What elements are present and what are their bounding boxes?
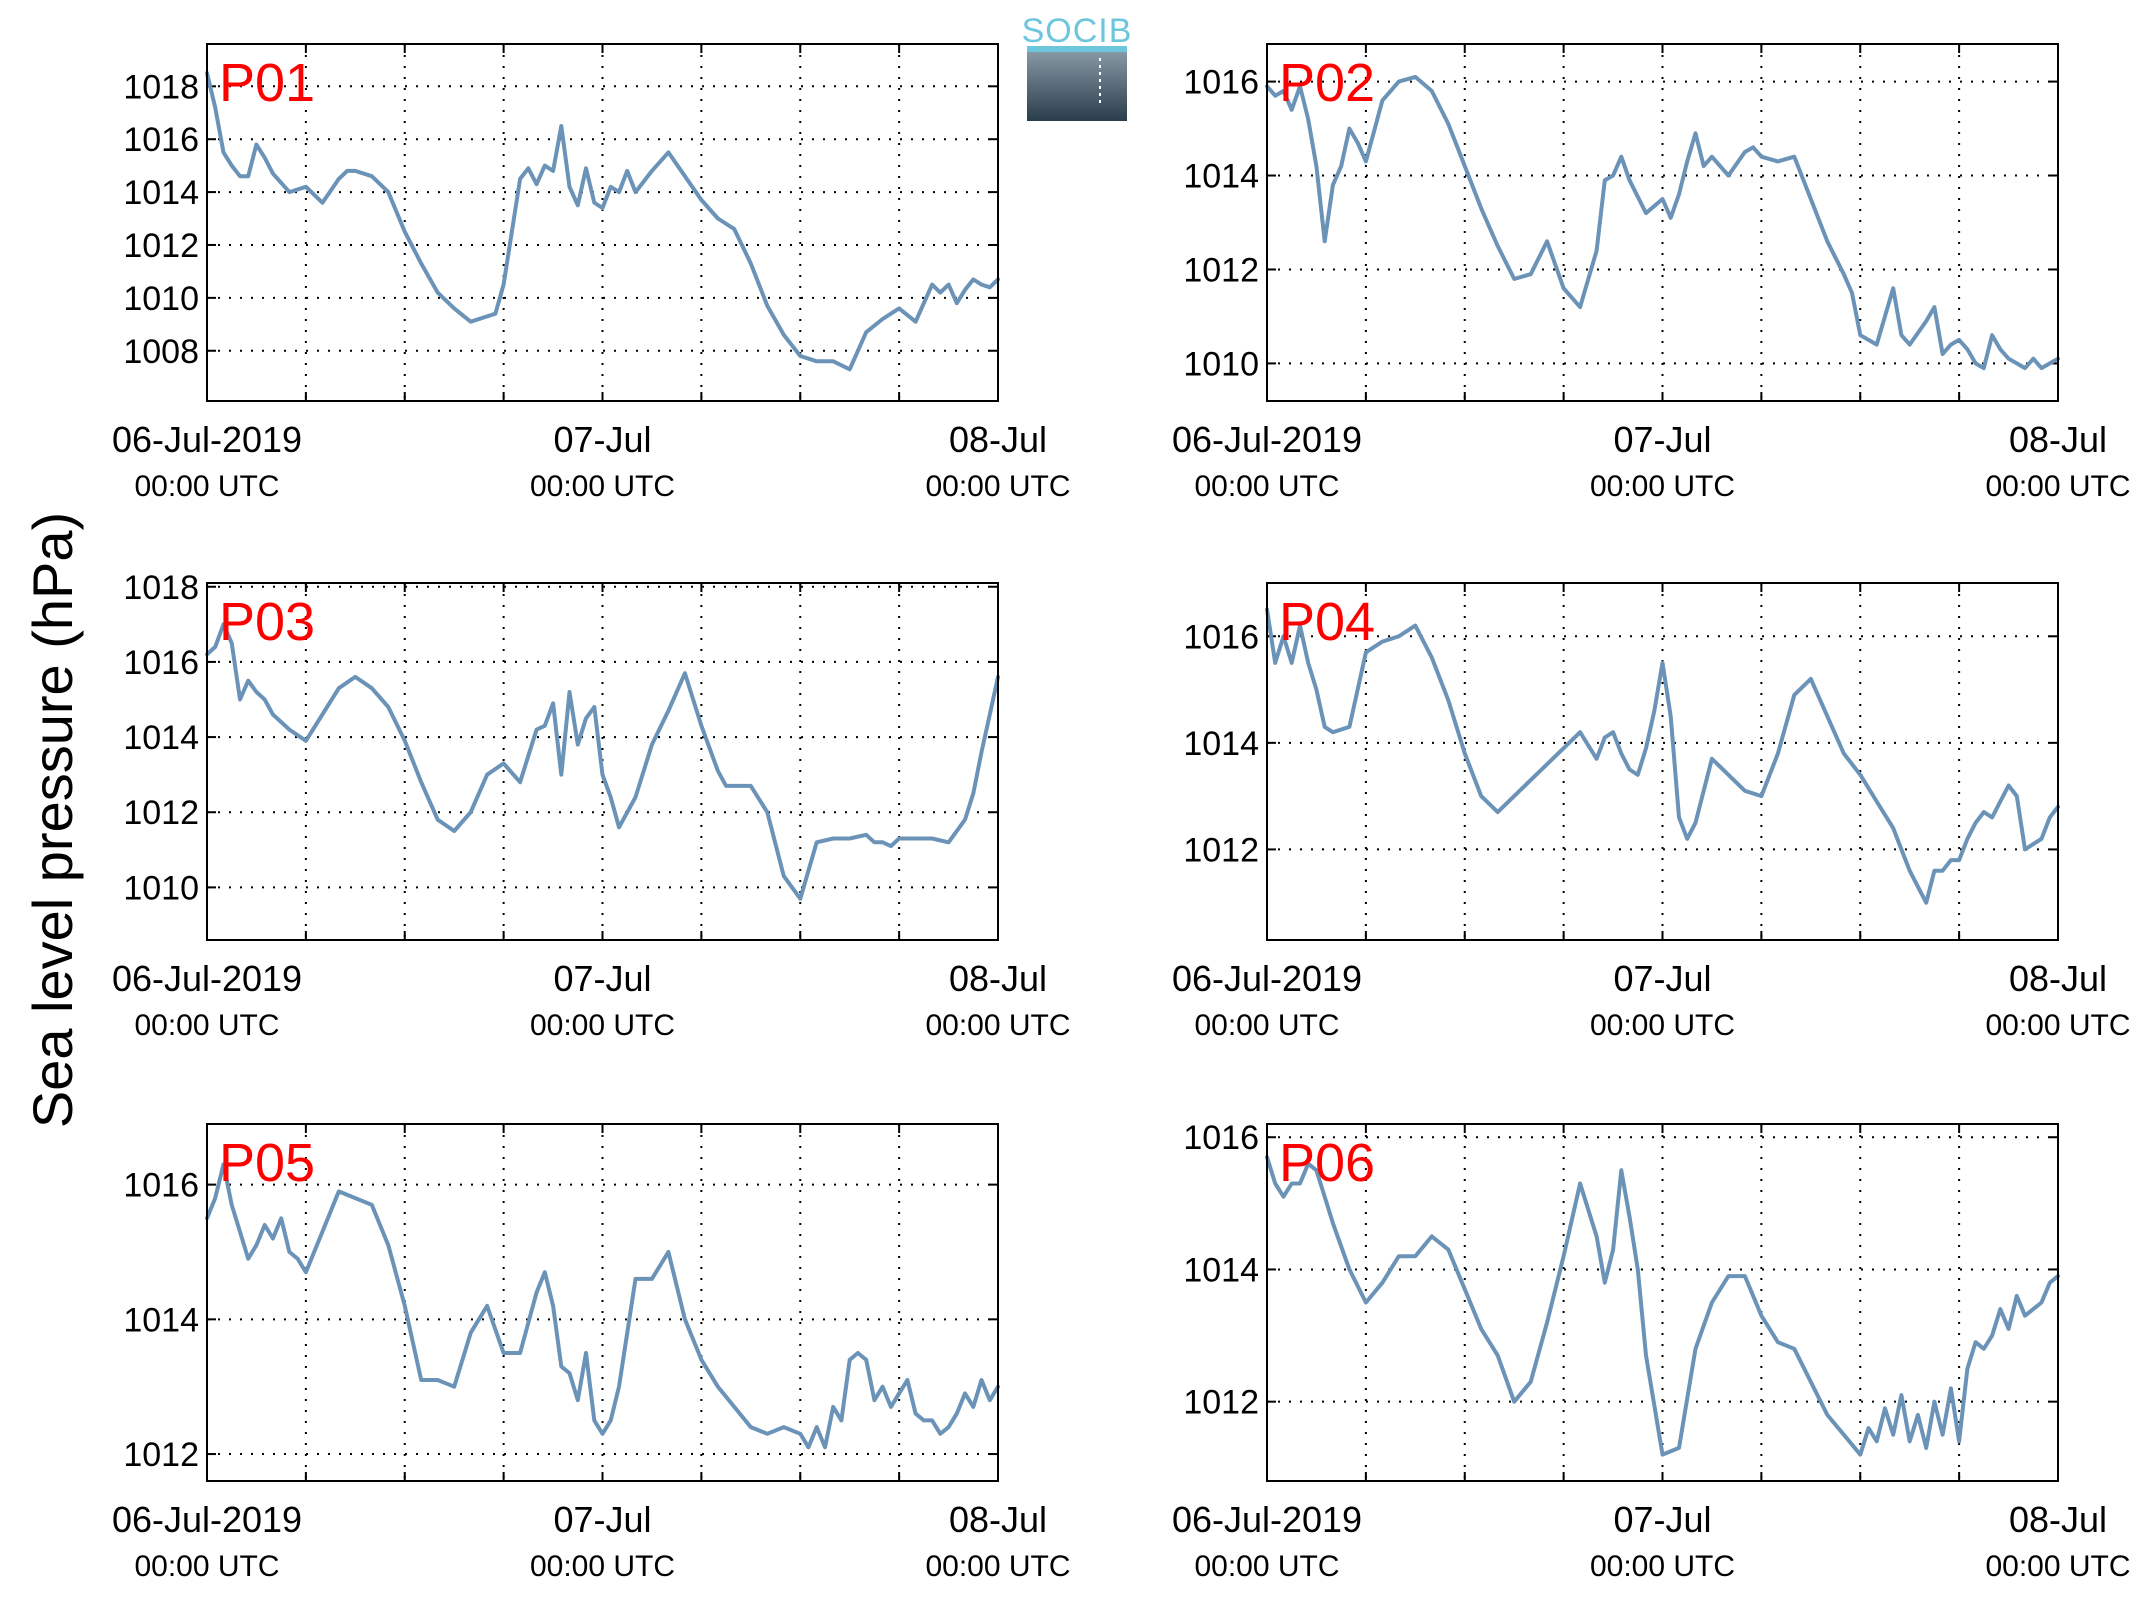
y-tick-label: 1012 [1183, 1384, 1259, 1422]
y-tick-label: 1014 [123, 719, 199, 757]
panel-title: P02 [1279, 53, 1375, 113]
y-tick-label: 1008 [123, 333, 199, 371]
y-tick-label: 1010 [123, 280, 199, 318]
panel-p06: 1012 1014 1016 06-Jul-2019 00:00 UTC 07-Jul 00… [1172, 1119, 2131, 1583]
plot-frame [1266, 582, 2059, 941]
socib-logo: SOCIB [1022, 12, 1133, 121]
panel-title: P04 [1279, 592, 1375, 652]
x-tick-sublabel: 00:00 UTC [1985, 470, 2130, 503]
x-tick-sublabel: 00:00 UTC [134, 1550, 279, 1583]
x-tick-sublabel: 00:00 UTC [1590, 1550, 1735, 1583]
logo-text: SOCIB [1022, 12, 1133, 50]
x-tick-sublabel: 00:00 UTC [134, 470, 279, 503]
x-tick-label: 06-Jul-2019 [1172, 1499, 1362, 1540]
plot-frame [1266, 43, 2059, 402]
y-tick-label: 1016 [1183, 64, 1259, 102]
y-tick-label: 1016 [1183, 618, 1259, 656]
y-tick-label: 1010 [123, 869, 199, 907]
y-tick-label: 1018 [123, 68, 199, 106]
plot-frame [1266, 1123, 2059, 1482]
panel-title: P05 [219, 1133, 315, 1193]
y-tick-label: 1014 [123, 1301, 199, 1339]
x-tick-label: 08-Jul [2009, 419, 2107, 460]
logo-sea-band [1027, 46, 1127, 52]
y-tick-label: 1016 [1183, 1119, 1259, 1157]
x-tick-label: 08-Jul [949, 1499, 1047, 1540]
y-tick-label: 1018 [123, 569, 199, 607]
panel-p05: 1012 1014 1016 06-Jul-2019 00:00 UTC 07-Jul 00… [112, 1123, 1071, 1583]
x-tick-label: 06-Jul-2019 [112, 958, 302, 999]
x-tick-sublabel: 00:00 UTC [1590, 1009, 1735, 1042]
x-tick-label: 08-Jul [949, 419, 1047, 460]
x-tick-label: 06-Jul-2019 [112, 419, 302, 460]
panel-p03: 1010 1012 1014 1016 1018 06-Jul-2019 00:00 UTC… [112, 569, 1071, 1042]
x-tick-sublabel: 00:00 UTC [530, 1009, 675, 1042]
y-tick-label: 1012 [1183, 251, 1259, 289]
y-tick-label: 1014 [1183, 158, 1259, 196]
x-tick-label: 08-Jul [2009, 958, 2107, 999]
x-tick-sublabel: 00:00 UTC [134, 1009, 279, 1042]
y-tick-label: 1016 [123, 1167, 199, 1205]
x-tick-sublabel: 00:00 UTC [1194, 1550, 1339, 1583]
plot-frame [206, 1123, 999, 1482]
x-tick-label: 07-Jul [1613, 419, 1711, 460]
series-line [1265, 607, 2060, 905]
x-tick-label: 08-Jul [949, 958, 1047, 999]
y-tick-label: 1012 [123, 227, 199, 265]
logo-wave-block [1027, 46, 1127, 121]
y-tick-label: 1016 [123, 121, 199, 159]
x-tick-label: 07-Jul [1613, 958, 1711, 999]
y-tick-label: 1016 [123, 644, 199, 682]
series-line [205, 1162, 1000, 1450]
x-tick-label: 07-Jul [553, 1499, 651, 1540]
panel-title: P03 [219, 592, 315, 652]
x-tick-label: 07-Jul [1613, 1499, 1711, 1540]
y-tick-label: 1012 [1183, 831, 1259, 869]
x-tick-label: 07-Jul [553, 419, 651, 460]
x-tick-sublabel: 00:00 UTC [1194, 470, 1339, 503]
x-tick-label: 06-Jul-2019 [1172, 958, 1362, 999]
x-tick-label: 07-Jul [553, 958, 651, 999]
y-tick-label: 1012 [123, 1436, 199, 1474]
series-line [1265, 74, 2060, 371]
series-line [205, 622, 1000, 901]
panel-title: P01 [219, 53, 315, 113]
y-tick-label: 1010 [1183, 345, 1259, 383]
panel-title: P06 [1279, 1133, 1375, 1193]
y-tick-label: 1014 [1183, 725, 1259, 763]
panels: 1008 1010 1012 1014 1016 1018 06-Jul-2019 00:00… [112, 43, 2131, 1583]
y-tick-label: 1012 [123, 794, 199, 832]
series-line [1265, 1155, 2060, 1457]
x-tick-label: 06-Jul-2019 [112, 1499, 302, 1540]
x-tick-label: 06-Jul-2019 [1172, 419, 1362, 460]
x-tick-sublabel: 00:00 UTC [925, 1009, 1070, 1042]
x-tick-sublabel: 00:00 UTC [530, 1550, 675, 1583]
series-line [205, 71, 1000, 372]
y-tick-label: 1014 [123, 174, 199, 212]
x-tick-label: 08-Jul [2009, 1499, 2107, 1540]
plot-frame [206, 582, 999, 941]
x-tick-sublabel: 00:00 UTC [1985, 1550, 2130, 1583]
panel-p02: 1010 1012 1014 1016 06-Jul-2019 00:00 UTC 07-J… [1172, 43, 2131, 503]
panel-p01: 1008 1010 1012 1014 1016 1018 06-Jul-2019 00:00… [112, 43, 1071, 503]
x-tick-sublabel: 00:00 UTC [1194, 1009, 1339, 1042]
y-axis-label: Sea level pressure (hPa) [21, 512, 84, 1128]
x-tick-sublabel: 00:00 UTC [530, 470, 675, 503]
x-tick-sublabel: 00:00 UTC [925, 470, 1070, 503]
plot-frame [206, 43, 999, 402]
x-tick-sublabel: 00:00 UTC [925, 1550, 1070, 1583]
x-tick-sublabel: 00:00 UTC [1590, 470, 1735, 503]
panel-p04: 1012 1014 1016 06-Jul-2019 00:00 UTC 07-Jul 00… [1172, 582, 2131, 1042]
y-tick-label: 1014 [1183, 1251, 1259, 1289]
x-tick-sublabel: 00:00 UTC [1985, 1009, 2130, 1042]
